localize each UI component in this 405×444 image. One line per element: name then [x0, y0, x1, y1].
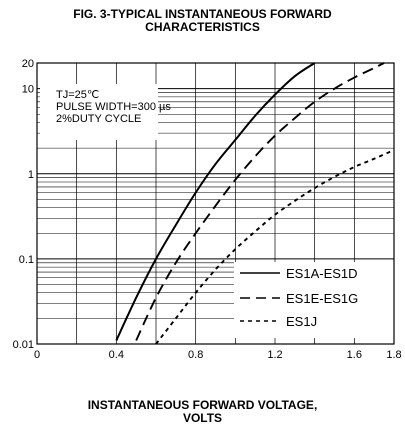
annotation-box: TJ=25℃ PULSE WIDTH=300 µs 2%DUTY CYCLE	[40, 84, 171, 140]
x-axis-label-line-2: VOLTS	[182, 411, 223, 425]
y-tick-label: 0.1	[19, 254, 34, 266]
annotation-duty-cycle: 2%DUTY CYCLE	[56, 113, 141, 125]
x-tick-labels: 0 0.4 0.8 1.2 1.6 1.8	[34, 349, 402, 361]
y-tick-labels: 0.01 0.1 1 10 20	[13, 58, 34, 351]
legend-label-es1a-es1d: ES1A-ES1D	[286, 266, 358, 281]
chart-title-line-2: CHARACTERISTICS	[145, 20, 260, 34]
x-tick-label: 0	[34, 349, 40, 361]
legend-label-es1e-es1g: ES1E-ES1G	[286, 291, 358, 306]
y-tick-label: 1	[28, 169, 34, 181]
x-tick-label: 0.4	[109, 349, 124, 361]
y-tick-label: 10	[22, 84, 34, 96]
plot-frame	[36, 62, 395, 345]
series-line-1	[115, 62, 316, 341]
legend-background	[234, 262, 394, 338]
series-group	[115, 62, 395, 345]
x-tick-label: 1.2	[267, 349, 282, 361]
y-tick-label: 20	[22, 58, 34, 70]
y-tick-label: 0.01	[13, 339, 34, 351]
legend: ES1A-ES1D ES1E-ES1G ES1J	[234, 262, 394, 338]
annotation-background	[40, 84, 158, 140]
chart-title-line-1: FIG. 3-TYPICAL INSTANTANEOUS FORWARD	[73, 7, 332, 21]
series-line-2	[135, 62, 385, 341]
annotation-pulse-width: PULSE WIDTH=300 µs	[56, 101, 171, 113]
x-tick-label: 0.8	[188, 349, 203, 361]
series-line-3	[155, 149, 395, 345]
legend-label-es1j: ES1J	[286, 314, 317, 329]
x-tick-label: 1.8	[386, 349, 401, 361]
x-axis-label-line-1: INSTANTANEOUS FORWARD VOLTAGE,	[87, 398, 318, 412]
x-tick-label: 1.6	[347, 349, 362, 361]
annotation-tj: TJ=25℃	[56, 89, 99, 101]
